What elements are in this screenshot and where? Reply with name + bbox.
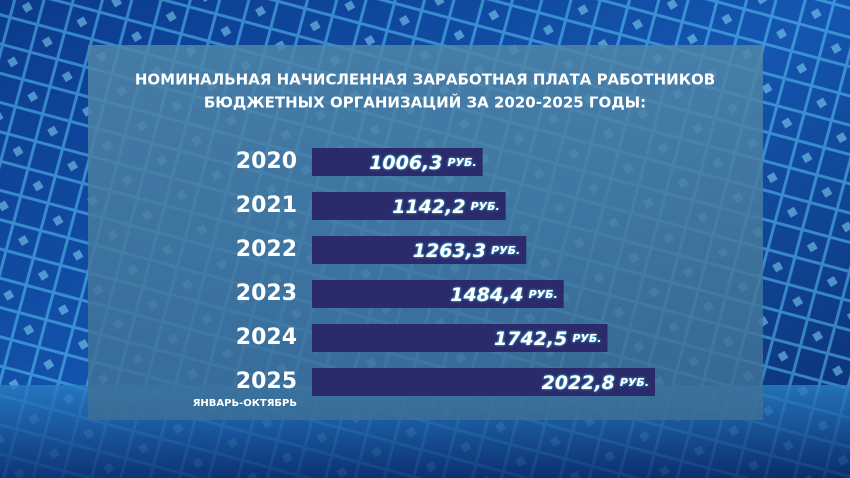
- bar: [312, 324, 608, 352]
- value-unit: РУБ.: [448, 156, 477, 169]
- value-number: 2022,8: [542, 372, 615, 394]
- category-label: 2023: [236, 281, 297, 306]
- value-unit: РУБ.: [572, 332, 601, 345]
- value-unit: РУБ.: [620, 376, 649, 389]
- value-label: 2022,8 РУБ.: [542, 372, 649, 394]
- value-number: 1263,3: [413, 240, 486, 262]
- bar: [312, 148, 483, 176]
- category-label: 2020: [236, 149, 297, 174]
- value-number: 1006,3: [369, 152, 442, 174]
- value-number: 1742,5: [494, 328, 567, 350]
- value-unit: РУБ.: [529, 288, 558, 301]
- value-number: 1484,4: [450, 284, 523, 306]
- category-label: 2022: [236, 237, 297, 262]
- value-label: 1006,3 РУБ.: [369, 152, 476, 174]
- category-note: ЯНВАРЬ-ОКТЯБРЬ: [193, 398, 297, 409]
- value-label: 1263,3 РУБ.: [413, 240, 520, 262]
- category-label: 2021: [236, 193, 297, 218]
- panel: [88, 45, 763, 420]
- category-label: 2025: [236, 369, 297, 394]
- bar: [312, 368, 655, 396]
- value-unit: РУБ.: [471, 200, 500, 213]
- value-label: 1142,2 РУБ.: [392, 196, 499, 218]
- chart-title: НОМИНАЛЬНАЯ НАЧИСЛЕННАЯ ЗАРАБОТНАЯ ПЛАТА…: [135, 71, 715, 89]
- plot: 2020 1006,3 РУБ. 2021 1142,2 РУБ. 2022 1263,3 РУ…: [193, 148, 655, 409]
- value-unit: РУБ.: [491, 244, 520, 257]
- category-label: 2024: [236, 325, 297, 350]
- bar: [312, 236, 527, 264]
- bar: [312, 280, 564, 308]
- value-label: 1484,4 РУБ.: [450, 284, 557, 306]
- chart-title: БЮДЖЕТНЫХ ОРГАНИЗАЦИЙ ЗА 2020-2025 ГОДЫ:: [204, 93, 646, 112]
- bar: [312, 192, 506, 220]
- value-number: 1142,2: [392, 196, 465, 218]
- value-label: 1742,5 РУБ.: [494, 328, 601, 350]
